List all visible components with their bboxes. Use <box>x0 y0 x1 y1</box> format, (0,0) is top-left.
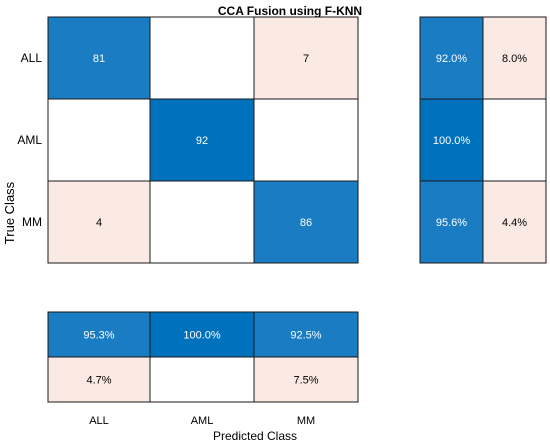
matrix-cell-2-0-label: 4 <box>96 217 102 229</box>
column-summary-cell-1-0-rect <box>47 356 151 403</box>
row-summary-cell-0-1-label: 8.0% <box>502 53 527 65</box>
y-tick-label-all: ALL <box>21 51 43 65</box>
column-summary-cell-0-0: 95.3% <box>47 311 151 358</box>
matrix-cell-2-0-rect <box>47 180 151 264</box>
matrix-cell-0-1 <box>149 16 255 100</box>
matrix-cell-0-1-rect <box>149 16 255 100</box>
column-summary-cell-1-0: 4.7% <box>47 356 151 403</box>
row-summary-cell-1-1 <box>482 98 547 182</box>
row-summary-cell-0-0-label: 92.0% <box>436 53 467 65</box>
matrix-cell-2-2-rect <box>253 180 359 264</box>
matrix-cell-0-0-label: 81 <box>93 53 105 65</box>
column-summary-cell-1-1-rect <box>149 356 255 403</box>
matrix-cell-1-1-label: 92 <box>196 135 208 147</box>
row-summary-cell-2-0-label: 95.6% <box>436 217 467 229</box>
x-tick-label-mm: MM <box>297 415 315 427</box>
y-axis-label: True Class <box>2 181 17 244</box>
column-summary-cell-1-2: 7.5% <box>253 356 359 403</box>
row-summary-cell-0-1: 8.0% <box>482 16 547 100</box>
row-summary-cell-2-1-label: 4.4% <box>502 217 527 229</box>
row-summary-cell-2-0-rect <box>419 180 484 264</box>
matrix-cell-0-0: 81 <box>47 16 151 100</box>
row-summary-cell-2-0: 95.6% <box>419 180 484 264</box>
row-summary-cell-0-0-rect <box>419 16 484 100</box>
matrix-cell-2-1 <box>149 180 255 264</box>
matrix-cell-0-2-label: 7 <box>303 53 309 65</box>
matrix-cell-0-2-rect <box>253 16 359 100</box>
column-summary-cell-0-2: 92.5% <box>253 311 359 358</box>
row-summary-cell-2-1-rect <box>482 180 547 264</box>
matrix-cell-2-2-label: 86 <box>300 217 312 229</box>
x-tick-label-all: ALL <box>89 415 109 427</box>
column-summary-cell-1-0-label: 4.7% <box>86 375 111 387</box>
matrix-cell-1-1: 92 <box>149 98 255 182</box>
x-axis-label: Predicted Class <box>213 429 297 443</box>
row-summary-cell-0-0: 92.0% <box>419 16 484 100</box>
column-summary-cell-0-1-label: 100.0% <box>183 330 221 342</box>
row-summary-cell-1-0-rect <box>419 98 484 182</box>
column-summary-cell-0-2-label: 92.5% <box>290 330 321 342</box>
row-summary-cell-2-1: 4.4% <box>482 180 547 264</box>
chart-title: CCA Fusion using F-KNN <box>218 4 362 18</box>
column-summary-cell-0-1-rect <box>149 311 255 358</box>
row-summary-cell-1-1-rect <box>482 98 547 182</box>
matrix-cell-2-2: 86 <box>253 180 359 264</box>
column-summary: 95.3% 100.0% 92.5% 4.7% 7.5% <box>47 311 359 403</box>
x-tick-label-aml: AML <box>191 415 214 427</box>
y-tick-label-aml: AML <box>17 133 42 147</box>
column-summary-cell-1-1 <box>149 356 255 403</box>
matrix-cell-1-1-rect <box>149 98 255 182</box>
matrix-cell-1-0-rect <box>47 98 151 182</box>
confusion-matrix: 81 7 92 4 86 <box>47 16 359 264</box>
matrix-cell-0-0-rect <box>47 16 151 100</box>
y-tick-label-mm: MM <box>22 215 42 229</box>
matrix-cell-1-0 <box>47 98 151 182</box>
column-summary-cell-0-0-label: 95.3% <box>83 330 114 342</box>
matrix-cell-2-1-rect <box>149 180 255 264</box>
matrix-cell-2-0: 4 <box>47 180 151 264</box>
axis-labels: ALL ALL AML AML MM MM <box>17 51 315 427</box>
column-summary-cell-0-1: 100.0% <box>149 311 255 358</box>
matrix-cell-0-2: 7 <box>253 16 359 100</box>
row-summary: 92.0% 8.0% 100.0% 95.6% 4.4% <box>419 16 547 264</box>
column-summary-cell-1-2-label: 7.5% <box>293 375 318 387</box>
matrix-cell-1-2-rect <box>253 98 359 182</box>
row-summary-cell-1-0: 100.0% <box>419 98 484 182</box>
column-summary-cell-1-2-rect <box>253 356 359 403</box>
row-summary-cell-1-0-label: 100.0% <box>433 135 471 147</box>
matrix-cell-1-2 <box>253 98 359 182</box>
